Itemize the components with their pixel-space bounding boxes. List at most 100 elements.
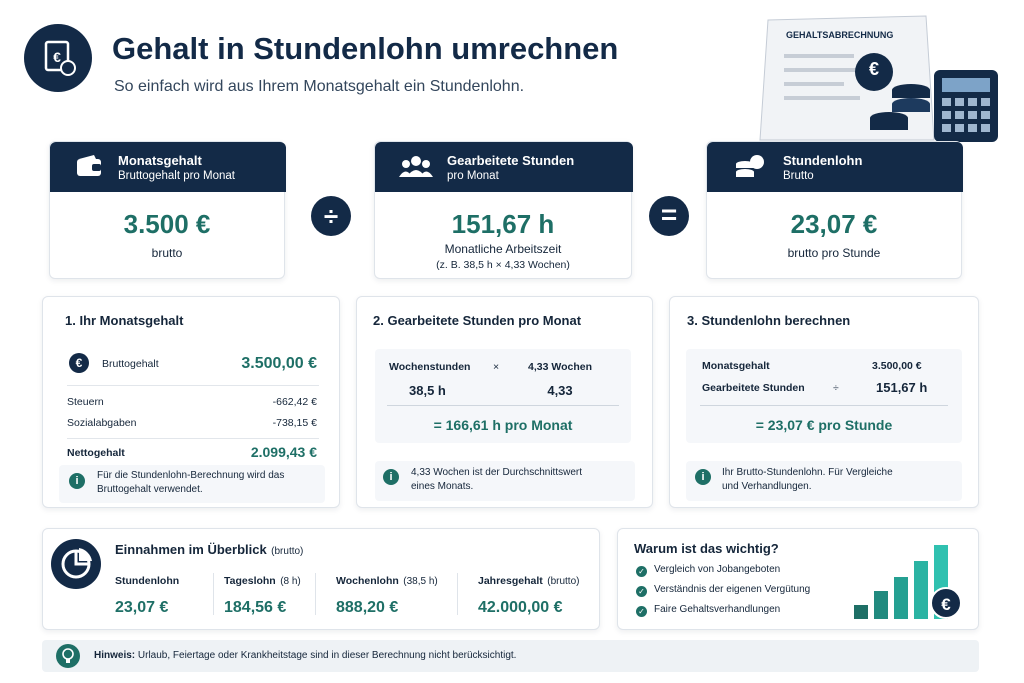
card-title: Stundenlohn [783, 153, 863, 168]
growth-bar [854, 605, 868, 619]
overview-label: Wochenlohn [336, 575, 399, 587]
check-icon: ✓ [636, 566, 647, 577]
wochen-value: 4,33 [547, 383, 573, 398]
wochenstunden-value: 38,5 h [409, 383, 446, 398]
step1-title: 1. Ihr Monatsgehalt [65, 313, 184, 328]
card-note: Monatliche Arbeitszeit [444, 242, 562, 256]
svg-text:€: € [53, 49, 61, 65]
card-subtitle: pro Monat [447, 170, 499, 182]
overview-panel: Einnahmen im Überblick (brutto) Stundenl… [42, 528, 600, 630]
step2-info-text: 4,33 Wochen ist der Durchschnittswert ei… [411, 467, 583, 492]
why-panel: Warum ist das wichtig? ✓ Vergleich von J… [617, 528, 979, 630]
step3-info-box: i Ihr Brutto-Stundenlohn. Für Vergleiche… [686, 461, 962, 501]
growth-bar [874, 591, 888, 619]
overview-value: 42.000,00 € [478, 599, 563, 616]
steuern-label: Steuern [67, 396, 104, 408]
euro-coin-icon: € [930, 587, 962, 619]
card-monatsgehalt: Monatsgehalt Bruttogehalt pro Monat 3.50… [49, 141, 286, 279]
card-subtitle: Brutto [783, 170, 814, 182]
divide-sign: ÷ [833, 382, 839, 394]
step2-title: 2. Gearbeitete Stunden pro Monat [373, 313, 582, 328]
monatsgehalt-value: 3.500,00 € [872, 360, 922, 372]
why-item: Verständnis der eigenen Vergütung [654, 584, 811, 595]
check-icon: ✓ [636, 606, 647, 617]
euro-icon: € [69, 353, 89, 373]
step1-panel: 1. Ihr Monatsgehalt € Bruttogehalt 3.500… [42, 296, 340, 508]
overview-label: Stundenlohn [115, 575, 180, 587]
overview-suffix: (38,5 h) [403, 576, 438, 587]
check-icon: ✓ [636, 586, 647, 597]
overview-item: Tageslohn (8 h) 184,56 € [224, 571, 334, 617]
stunden-value: 151,67 h [876, 380, 928, 395]
why-item: Faire Gehaltsverhandlungen [654, 604, 781, 615]
overview-label: Jahresgehalt [478, 575, 543, 587]
overview-suffix: (8 h) [280, 576, 301, 587]
info-icon: i [695, 469, 711, 485]
info-icon: i [69, 473, 85, 489]
step3-info-text: Ihr Brutto-Stundenlohn. Für Vergleiche u… [722, 467, 893, 492]
divide-operator: ÷ [311, 196, 351, 236]
step3-result: = 23,07 € pro Stunde [755, 417, 893, 433]
overview-title: Einnahmen im Überblick [115, 542, 267, 557]
overview-title-suffix: (brutto) [271, 546, 304, 557]
overview-suffix: (brutto) [547, 576, 580, 587]
hint-text: Urlaub, Feiertage oder Krankheitstage si… [135, 650, 517, 661]
card-subtitle: Bruttogehalt pro Monat [118, 170, 235, 182]
step2-calc-box: Wochenstunden × 4,33 Wochen 38,5 h 4,33 … [375, 349, 631, 443]
overview-value: 888,20 € [336, 599, 399, 616]
why-item: Vergleich von Jobangeboten [654, 564, 781, 575]
overview-item: Stundenlohn 23,07 € [115, 571, 225, 617]
card-note: brutto pro Stunde [787, 246, 881, 260]
overview-value: 184,56 € [224, 599, 287, 616]
overview-item: Wochenlohn (38,5 h) 888,20 € [336, 571, 456, 617]
hint-label: Hinweis: [94, 650, 136, 661]
nettogehalt-label: Nettogehalt [67, 447, 125, 459]
payslip-title: GEHALTSABRECHNUNG [786, 30, 894, 40]
hint-bar: Hinweis: Urlaub, Feiertage oder Krankhei… [42, 640, 979, 672]
steuern-value: -662,42 € [272, 396, 317, 408]
step3-calc-box: Monatsgehalt 3.500,00 € Gearbeitete Stun… [686, 349, 962, 443]
euro-coin-symbol: € [868, 59, 879, 79]
card-title: Gearbeitete Stunden [447, 153, 575, 168]
info-icon: i [383, 469, 399, 485]
equals-operator: = [649, 196, 689, 236]
growth-bar [914, 561, 928, 619]
stunden-label: Gearbeitete Stunden [702, 382, 805, 394]
multiply-operator: × [493, 361, 500, 373]
page-title: Gehalt in Stundenlohn umrechnen [112, 31, 619, 66]
step3-title: 3. Stundenlohn berechnen [687, 313, 851, 328]
wallet-icon [76, 154, 102, 178]
wochenstunden-label: Wochenstunden [389, 361, 471, 373]
nettogehalt-value: 2.099,43 € [250, 444, 317, 460]
card-gearbeitete-stunden: Gearbeitete Stunden pro Monat 151,67 h M… [374, 141, 633, 279]
card-title: Monatsgehalt [118, 153, 202, 168]
page-subtitle: So einfach wird aus Ihrem Monatsgehalt e… [114, 78, 525, 95]
step1-info-box: i Für die Stundenlohn-Berechnung wird da… [59, 465, 325, 503]
step2-panel: 2. Gearbeitete Stunden pro Monat Wochens… [356, 296, 653, 508]
card-value: 23,07 € [790, 209, 878, 239]
overview-item: Jahresgehalt (brutto) 42.000,00 € [478, 571, 598, 617]
coins-stack-icon [735, 152, 765, 182]
lightbulb-icon [56, 644, 80, 668]
step2-result: = 166,61 h pro Monat [433, 417, 573, 433]
step2-info-box: i 4,33 Wochen ist der Durchschnittswert … [375, 461, 635, 501]
step1-info-text: Für die Stundenlohn-Berechnung wird das … [97, 470, 285, 495]
header-logo-icon: € [24, 24, 92, 92]
monatsgehalt-label: Monatsgehalt [702, 360, 770, 372]
pie-chart-icon [51, 539, 101, 589]
card-value: 151,67 h [451, 209, 555, 239]
overview-label: Tageslohn [224, 575, 276, 587]
card-note-example: (z. B. 38,5 h × 4,33 Wochen) [436, 259, 570, 271]
overview-value: 23,07 € [115, 599, 169, 616]
sozialabgaben-label: Sozialabgaben [67, 417, 137, 429]
sozialabgaben-value: -738,15 € [272, 417, 317, 429]
card-note: brutto [151, 246, 183, 260]
bruttogehalt-label: Bruttogehalt [102, 358, 159, 370]
step3-panel: 3. Stundenlohn berechnen Monatsgehalt 3.… [669, 296, 979, 508]
card-value: 3.500 € [123, 209, 211, 239]
payslip-illustration: GEHALTSABRECHNUNG € [756, 14, 1006, 144]
card-stundenlohn: Stundenlohn Brutto 23,07 € brutto pro St… [706, 141, 963, 279]
growth-bar [894, 577, 908, 619]
bruttogehalt-value: 3.500,00 € [241, 355, 317, 372]
wochen-label: 4,33 Wochen [528, 361, 592, 373]
